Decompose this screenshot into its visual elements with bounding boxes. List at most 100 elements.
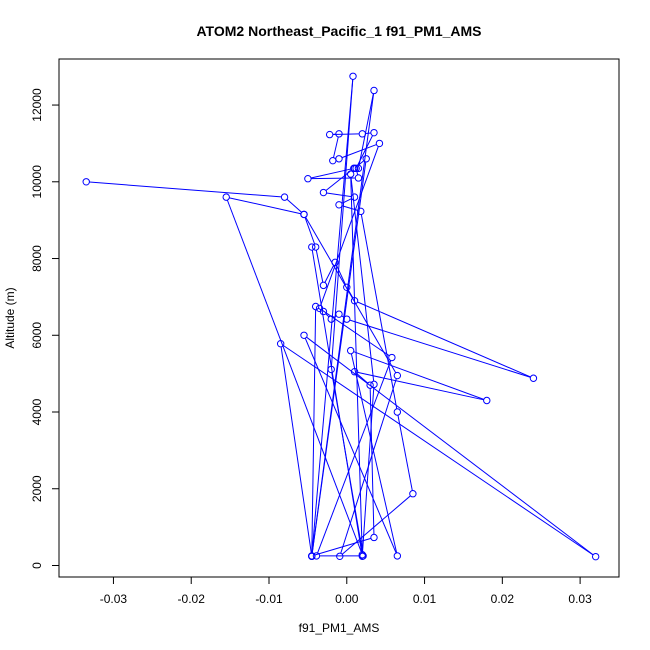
x-tick-label: -0.02 xyxy=(178,592,206,606)
data-point xyxy=(393,371,402,380)
data-point xyxy=(335,201,343,209)
series-segment xyxy=(357,371,484,401)
data-point xyxy=(327,315,335,323)
series-segment xyxy=(365,132,371,135)
series-segment xyxy=(336,265,346,285)
data-point xyxy=(529,374,538,382)
data-point xyxy=(358,552,367,560)
series-segment xyxy=(326,192,352,198)
data-point xyxy=(300,210,308,219)
data-point xyxy=(350,164,358,173)
data-point xyxy=(319,281,328,290)
series-points xyxy=(82,72,600,561)
series-segment xyxy=(306,336,594,556)
data-point xyxy=(350,297,359,305)
data-point xyxy=(370,128,378,137)
series-segment xyxy=(311,309,317,553)
data-point xyxy=(300,331,308,339)
data-point xyxy=(312,552,321,560)
x-tick-label: 0.01 xyxy=(413,592,437,606)
y-tick-label: 10000 xyxy=(30,165,44,199)
series-segment xyxy=(89,181,282,198)
x-tick-label: 0.02 xyxy=(491,592,515,606)
chart-title: ATOM2 Northeast_Pacific_1 f91_PM1_AMS xyxy=(196,23,481,39)
data-point xyxy=(280,193,289,201)
data-point xyxy=(335,310,343,318)
data-point xyxy=(352,164,360,173)
data-point xyxy=(329,156,337,165)
series-segment xyxy=(305,216,397,374)
data-point xyxy=(354,174,363,182)
data-point xyxy=(311,302,320,311)
series-segment xyxy=(317,360,392,554)
data-point xyxy=(370,86,378,95)
data-point xyxy=(276,340,285,348)
series-segment xyxy=(332,133,360,136)
series-segment xyxy=(341,198,352,204)
data-point xyxy=(358,130,367,138)
data-point xyxy=(331,258,339,267)
data-point xyxy=(335,130,343,138)
y-tick-label: 6000 xyxy=(30,322,44,349)
series-segment xyxy=(349,319,531,378)
series-segment xyxy=(362,387,375,552)
data-point xyxy=(336,552,344,560)
series-segment xyxy=(310,168,351,179)
data-point xyxy=(483,396,491,405)
data-point xyxy=(350,368,359,376)
y-axis: 0 2000 4000 6000 8000 10000 12000 xyxy=(30,88,60,569)
series-segment xyxy=(280,346,312,554)
series-segment xyxy=(311,177,356,180)
data-point xyxy=(388,353,396,362)
data-point xyxy=(393,552,402,560)
data-point xyxy=(346,346,355,355)
data-point xyxy=(366,381,374,389)
series-segment xyxy=(304,338,397,554)
data-point xyxy=(308,243,316,251)
data-point xyxy=(350,193,359,201)
data-point xyxy=(304,175,312,183)
series-segment xyxy=(311,93,375,554)
data-point xyxy=(375,139,384,148)
data-point xyxy=(343,315,351,323)
series-segment xyxy=(304,217,316,245)
x-tick-label: 0.03 xyxy=(568,592,592,606)
series-segment xyxy=(350,177,375,382)
data-point xyxy=(346,170,355,178)
data-point xyxy=(362,155,370,163)
series-segment xyxy=(226,199,362,552)
y-tick-label: 2000 xyxy=(30,475,44,502)
series-segment xyxy=(315,250,324,283)
data-point xyxy=(349,72,357,80)
x-tick-label: -0.01 xyxy=(255,592,283,606)
series-segment xyxy=(357,301,531,378)
data-point xyxy=(357,207,365,216)
x-axis-label: f91_PM1_AMS xyxy=(299,621,380,635)
data-point xyxy=(354,164,363,173)
y-tick-label: 0 xyxy=(30,562,44,569)
series-segment xyxy=(357,135,374,166)
series-segment xyxy=(358,93,374,166)
data-point xyxy=(409,490,417,498)
data-point xyxy=(82,178,90,186)
series-segment xyxy=(356,171,359,175)
series-segment xyxy=(353,351,484,400)
x-tick-label: 0.00 xyxy=(335,592,359,606)
series-segment xyxy=(324,264,335,283)
series-segment xyxy=(350,353,398,553)
series-segment xyxy=(311,250,363,554)
data-point xyxy=(343,283,351,292)
x-tick-label: -0.03 xyxy=(100,592,128,606)
data-point xyxy=(370,533,378,542)
series-segment xyxy=(341,205,358,211)
series-segment xyxy=(356,373,369,384)
data-point xyxy=(308,552,316,560)
series-segment xyxy=(320,146,379,306)
series-segment xyxy=(333,136,339,158)
data-point xyxy=(319,188,328,197)
data-point xyxy=(315,304,324,313)
y-tick-label: 12000 xyxy=(30,88,44,122)
data-point xyxy=(370,380,378,389)
x-axis: -0.03 -0.02 -0.01 0.00 0.01 0.02 0.03 xyxy=(100,576,592,606)
data-point xyxy=(222,193,230,201)
